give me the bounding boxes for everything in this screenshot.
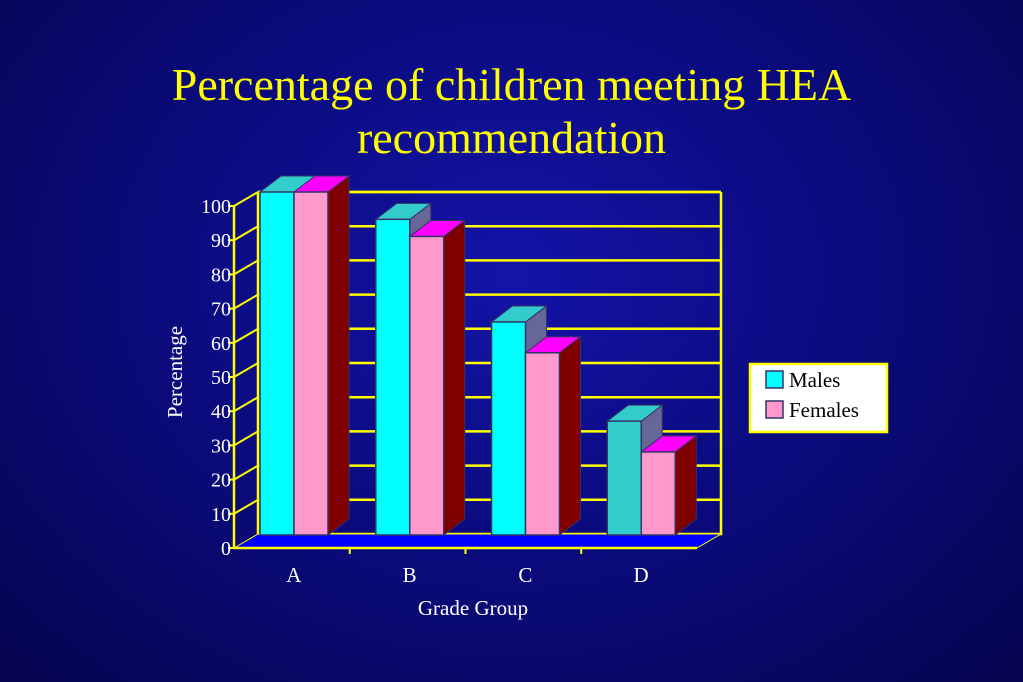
y-tick-label: 80 — [211, 264, 231, 286]
bar-side-females-c — [559, 335, 581, 537]
slide-title-line1: Percentage of children meeting HEA — [171, 59, 852, 110]
bar-females-c — [524, 351, 561, 536]
legend-label-males: Males — [789, 368, 840, 392]
gridline-side-80 — [233, 259, 259, 276]
bar-side-females-b — [443, 219, 466, 537]
legend-label-females: Females — [789, 398, 859, 422]
gridline-side-30 — [233, 430, 259, 447]
bar-males-a — [259, 191, 295, 536]
chart-floor — [232, 533, 723, 549]
y-tick-label: 70 — [211, 299, 231, 321]
y-tick-label: 60 — [211, 333, 231, 355]
legend-swatch-females — [765, 400, 784, 419]
x-tick-label: A — [286, 563, 302, 587]
y-tick-label: 20 — [211, 470, 231, 492]
x-tick-label: D — [634, 563, 649, 587]
bar-side-females-a — [327, 174, 350, 537]
slide-title-line2: recommendation — [356, 112, 667, 163]
y-tick-label: 10 — [211, 504, 231, 526]
gridline-side-60 — [233, 327, 259, 344]
legend-swatch-males — [765, 370, 784, 389]
gridline-side-40 — [233, 396, 259, 413]
y-tick-label: 40 — [211, 401, 231, 423]
bar-females-b — [409, 235, 445, 536]
gridline-side-100 — [233, 191, 259, 207]
y-tick-label: 30 — [211, 435, 231, 457]
x-axis-label: Grade Group — [418, 596, 528, 620]
gridline-side-20 — [233, 464, 259, 481]
y-axis-label: Percentage — [163, 326, 187, 418]
bar-males-b — [375, 218, 411, 536]
gridline-side-70 — [233, 293, 259, 310]
x-tick-label: C — [518, 563, 532, 587]
bar-males-c — [490, 321, 527, 536]
gridline-side-90 — [233, 225, 259, 242]
bar-females-d — [640, 451, 676, 536]
bar-side-females-d — [674, 434, 697, 537]
gridline-side-10 — [233, 498, 259, 515]
y-tick-label: 90 — [211, 230, 231, 252]
bar-females-a — [293, 191, 329, 536]
y-tick-label: 100 — [201, 196, 231, 218]
bar-males-d — [606, 420, 642, 536]
x-tick-label: B — [403, 563, 417, 587]
y-tick-label: 0 — [221, 538, 231, 560]
slide-title: Percentage of children meeting HEA recom… — [0, 58, 1023, 164]
y-tick-label: 50 — [211, 367, 231, 389]
gridline-side-50 — [233, 362, 259, 378]
